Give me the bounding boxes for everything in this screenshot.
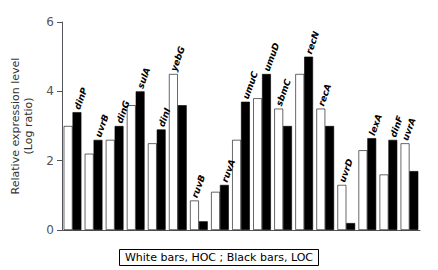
svg-text:dinP: dinP [72, 86, 89, 111]
svg-text:2: 2 [46, 154, 54, 168]
svg-text:6: 6 [46, 15, 54, 29]
svg-text:uvrA: uvrA [400, 116, 418, 142]
svg-text:dinF: dinF [388, 114, 405, 139]
svg-text:sbmC: sbmC [274, 77, 293, 107]
svg-text:(Log ratio): (Log ratio) [22, 97, 35, 154]
svg-text:4: 4 [46, 84, 54, 98]
svg-text:Relative expression level: Relative expression level [9, 58, 22, 195]
svg-text:0: 0 [46, 223, 54, 237]
svg-text:White bars, HOC ; Black bars,: White bars, HOC ; Black bars, LOC [125, 251, 313, 264]
svg-text:ruvB: ruvB [190, 174, 208, 200]
svg-text:dinG: dinG [114, 99, 131, 124]
svg-text:uvrD: uvrD [337, 157, 355, 184]
svg-text:recA: recA [316, 82, 333, 107]
svg-text:yebG: yebG [169, 45, 187, 73]
svg-text:uvrB: uvrB [93, 113, 111, 139]
svg-text:umuC: umuC [241, 70, 260, 101]
svg-text:dinI: dinI [156, 106, 172, 128]
svg-text:sulA: sulA [135, 66, 152, 90]
svg-text:lexA: lexA [367, 113, 384, 137]
svg-text:ruvA: ruvA [220, 158, 238, 184]
svg-text:umuD: umuD [262, 41, 282, 73]
svg-text:recN: recN [304, 30, 322, 56]
